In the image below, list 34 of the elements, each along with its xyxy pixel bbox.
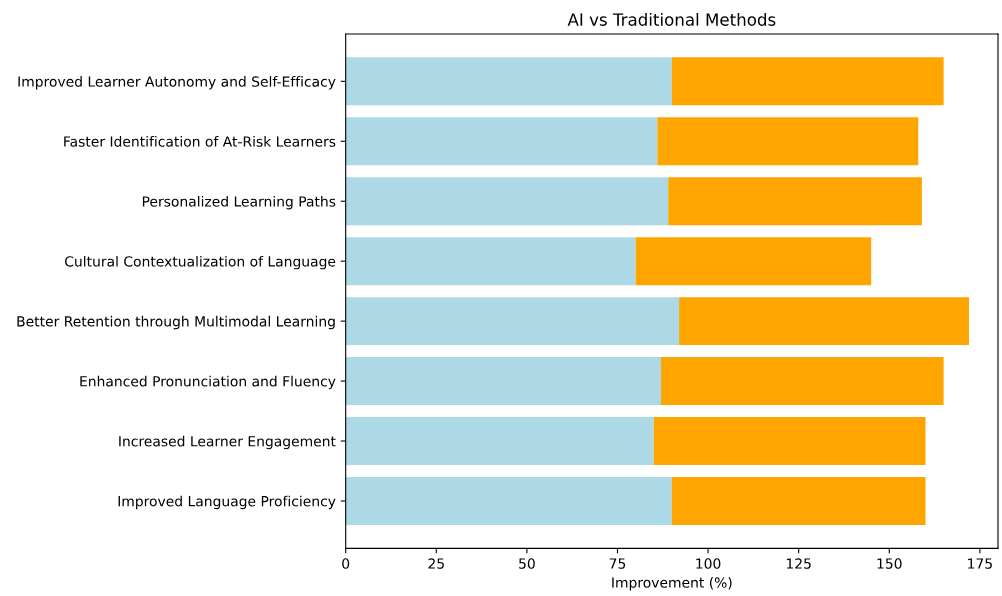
bar [345, 237, 636, 286]
y-tick-label: Cultural Contextualization of Language [65, 255, 336, 270]
x-tick-label: 75 [609, 558, 626, 569]
x-tick-label: 50 [519, 558, 535, 569]
bar [345, 417, 654, 465]
bar [345, 117, 658, 166]
bar [653, 417, 926, 465]
bar [345, 476, 672, 525]
y-tick-label: Personalized Learning Paths [142, 195, 336, 210]
y-tick-label: Better Retention through Multimodal Learning [17, 315, 335, 330]
bar [660, 357, 944, 406]
x-tick-label: 0 [342, 558, 350, 569]
bar [635, 237, 872, 286]
y-tick-label: Increased Learner Engagement [119, 435, 336, 450]
bar [671, 476, 926, 525]
y-tick-label: Faster Identification of At-Risk Learners [64, 136, 336, 147]
chart-title: AI vs Traditional Methods [567, 12, 776, 26]
bar [345, 357, 661, 406]
bar [345, 57, 672, 106]
bar [679, 297, 969, 346]
y-tick-label: Enhanced Pronunciation and Fluency [80, 375, 336, 390]
x-tick-label: 125 [786, 558, 811, 569]
bar [345, 297, 680, 346]
bar [671, 57, 944, 106]
y-tick-label: Improved Learner Autonomy and Self-Efficacy [18, 76, 336, 90]
bar [657, 117, 919, 166]
x-tick-label: 25 [428, 558, 444, 569]
x-tick-label: 175 [968, 558, 992, 569]
x-tick-label: 100 [696, 558, 721, 569]
bar [668, 177, 922, 226]
y-tick-label: Improved Language Proficiency [118, 495, 336, 510]
x-tick-label: 150 [877, 558, 902, 569]
bar [345, 177, 669, 226]
x-axis-title: Improvement (%) [612, 577, 732, 591]
